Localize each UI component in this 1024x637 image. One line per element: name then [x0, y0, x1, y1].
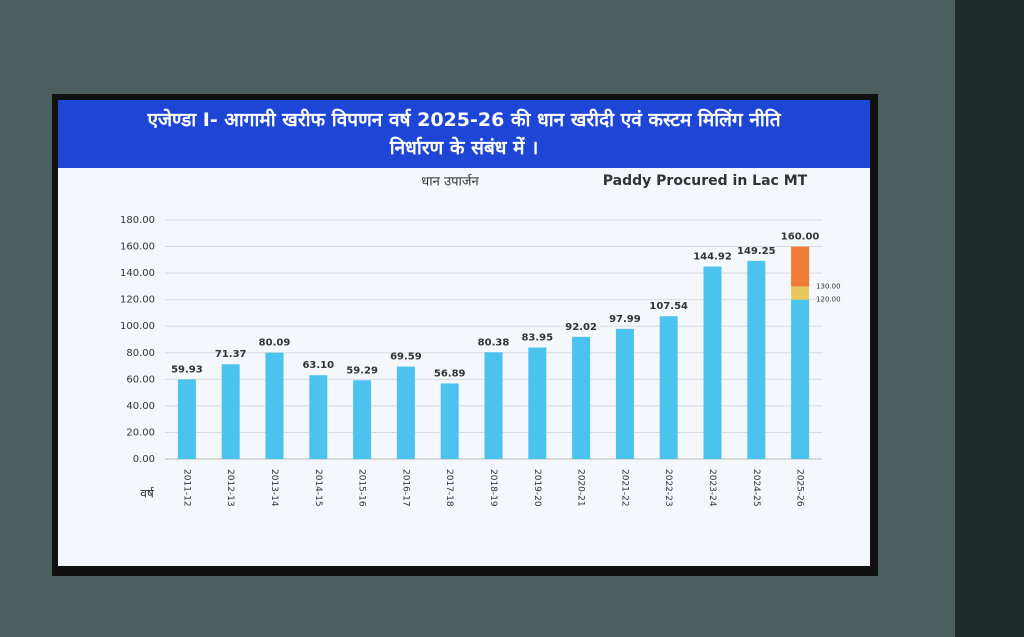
bar [791, 286, 810, 300]
annotation: 160.00 [781, 232, 820, 243]
x-tick-label: 2015-16 [357, 469, 367, 507]
bar [484, 352, 503, 459]
x-tick-label: 2021-22 [619, 469, 629, 507]
chart-subtitle: Paddy Procured in Lac MT [603, 173, 808, 189]
data-label: 83.95 [521, 333, 553, 344]
y-tick-label: 80.00 [126, 348, 155, 359]
y-tick-label: 120.00 [120, 295, 155, 306]
data-label: 71.37 [215, 349, 247, 360]
x-tick-label: 2017-18 [444, 469, 454, 507]
data-label: 59.93 [171, 364, 203, 375]
bar [747, 260, 766, 459]
y-tick-label: 20.00 [126, 427, 155, 438]
x-tick-label: 2020-21 [576, 469, 586, 507]
y-tick-label: 140.00 [120, 268, 155, 279]
bar [528, 347, 547, 459]
y-tick-label: 0.00 [133, 454, 155, 465]
x-axis-label: वर्ष [140, 487, 155, 501]
bar [396, 366, 415, 459]
bar [309, 375, 328, 459]
data-label: 69.59 [390, 352, 422, 363]
y-tick-label: 60.00 [126, 374, 155, 385]
y-tick-label: 40.00 [126, 401, 155, 412]
x-tick-label: 2023-24 [707, 469, 717, 507]
chart-title: धान उपार्जन [421, 174, 479, 190]
bar [221, 364, 240, 459]
data-label: 59.29 [346, 365, 378, 376]
bar [177, 379, 196, 459]
bar [440, 383, 459, 459]
bar [353, 380, 372, 459]
y-tick-label: 180.00 [120, 215, 155, 226]
x-tick-label: 2025-26 [795, 469, 805, 507]
x-tick-label: 2013-14 [269, 469, 279, 507]
x-tick-label: 2019-20 [532, 469, 542, 507]
data-label: 63.10 [302, 360, 334, 371]
bar [791, 299, 810, 459]
data-label: 144.92 [693, 252, 732, 263]
x-tick-label: 2016-17 [400, 469, 410, 507]
slide-header: एजेण्डा I- आगामी खरीफ विपणन वर्ष 2025-26… [58, 100, 870, 168]
data-label: 80.38 [478, 337, 510, 348]
bar [703, 266, 722, 459]
bar [265, 352, 284, 459]
slide [58, 168, 870, 566]
data-label: 56.89 [434, 368, 466, 379]
x-tick-label: 2011-12 [181, 469, 191, 507]
bar [572, 336, 591, 459]
bar [615, 328, 634, 459]
annotation: 120.00 [816, 296, 841, 304]
wall-edge [955, 0, 1024, 637]
y-tick-label: 100.00 [120, 321, 155, 332]
x-tick-label: 2022-23 [663, 469, 673, 507]
x-tick-label: 2014-15 [313, 469, 323, 507]
x-tick-label: 2018-19 [488, 469, 498, 507]
bar [791, 246, 810, 287]
data-label: 107.54 [649, 301, 688, 312]
annotation: 130.00 [816, 282, 841, 290]
data-label: 92.02 [565, 322, 597, 333]
data-label: 97.99 [609, 314, 641, 325]
data-label: 149.25 [737, 246, 776, 257]
bar [659, 316, 678, 459]
y-tick-label: 160.00 [120, 242, 155, 253]
x-tick-label: 2012-13 [225, 469, 235, 507]
x-tick-label: 2024-25 [751, 469, 761, 507]
data-label: 80.09 [259, 338, 291, 349]
